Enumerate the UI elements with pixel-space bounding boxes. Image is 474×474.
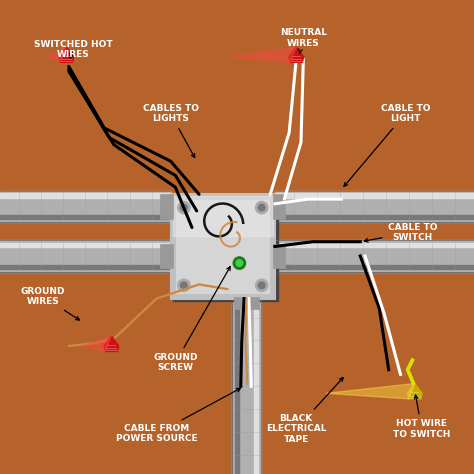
Circle shape [181,282,187,289]
Polygon shape [231,47,296,62]
Text: GROUND
WIRES: GROUND WIRES [20,287,80,320]
Circle shape [236,260,243,266]
Bar [176,200,269,293]
Polygon shape [83,336,111,352]
Bar [234,297,259,309]
Text: GROUND
SCREW: GROUND SCREW [153,267,230,372]
Polygon shape [47,47,66,62]
Circle shape [178,279,190,292]
Text: HOT WIRE
TO SWITCH: HOT WIRE TO SWITCH [393,395,451,438]
Bar [160,244,173,268]
Text: CABLE TO
SWITCH: CABLE TO SWITCH [365,223,437,242]
Text: CABLE TO
LIGHT: CABLE TO LIGHT [344,104,430,186]
Polygon shape [289,47,304,62]
Circle shape [181,204,187,211]
Text: BLACK
ELECTRICAL
TAPE: BLACK ELECTRICAL TAPE [266,378,343,444]
Bar [273,244,285,268]
Circle shape [233,257,246,269]
Bar [171,194,275,299]
Bar [173,197,278,301]
Polygon shape [104,336,119,352]
Bar [273,194,285,219]
Text: NEUTRAL
WIRES: NEUTRAL WIRES [280,28,327,53]
Polygon shape [59,47,74,62]
Circle shape [255,279,268,292]
Polygon shape [326,383,415,399]
Circle shape [258,204,265,211]
Text: CABLE FROM
POWER SOURCE: CABLE FROM POWER SOURCE [116,388,240,443]
Text: SWITCHED HOT
WIRES: SWITCHED HOT WIRES [34,40,113,59]
Bar [173,196,273,236]
Circle shape [258,282,265,289]
Bar [160,194,173,219]
Polygon shape [407,383,422,399]
Circle shape [255,201,268,214]
Text: CABLES TO
LIGHTS: CABLES TO LIGHTS [143,104,199,157]
Circle shape [178,201,190,214]
